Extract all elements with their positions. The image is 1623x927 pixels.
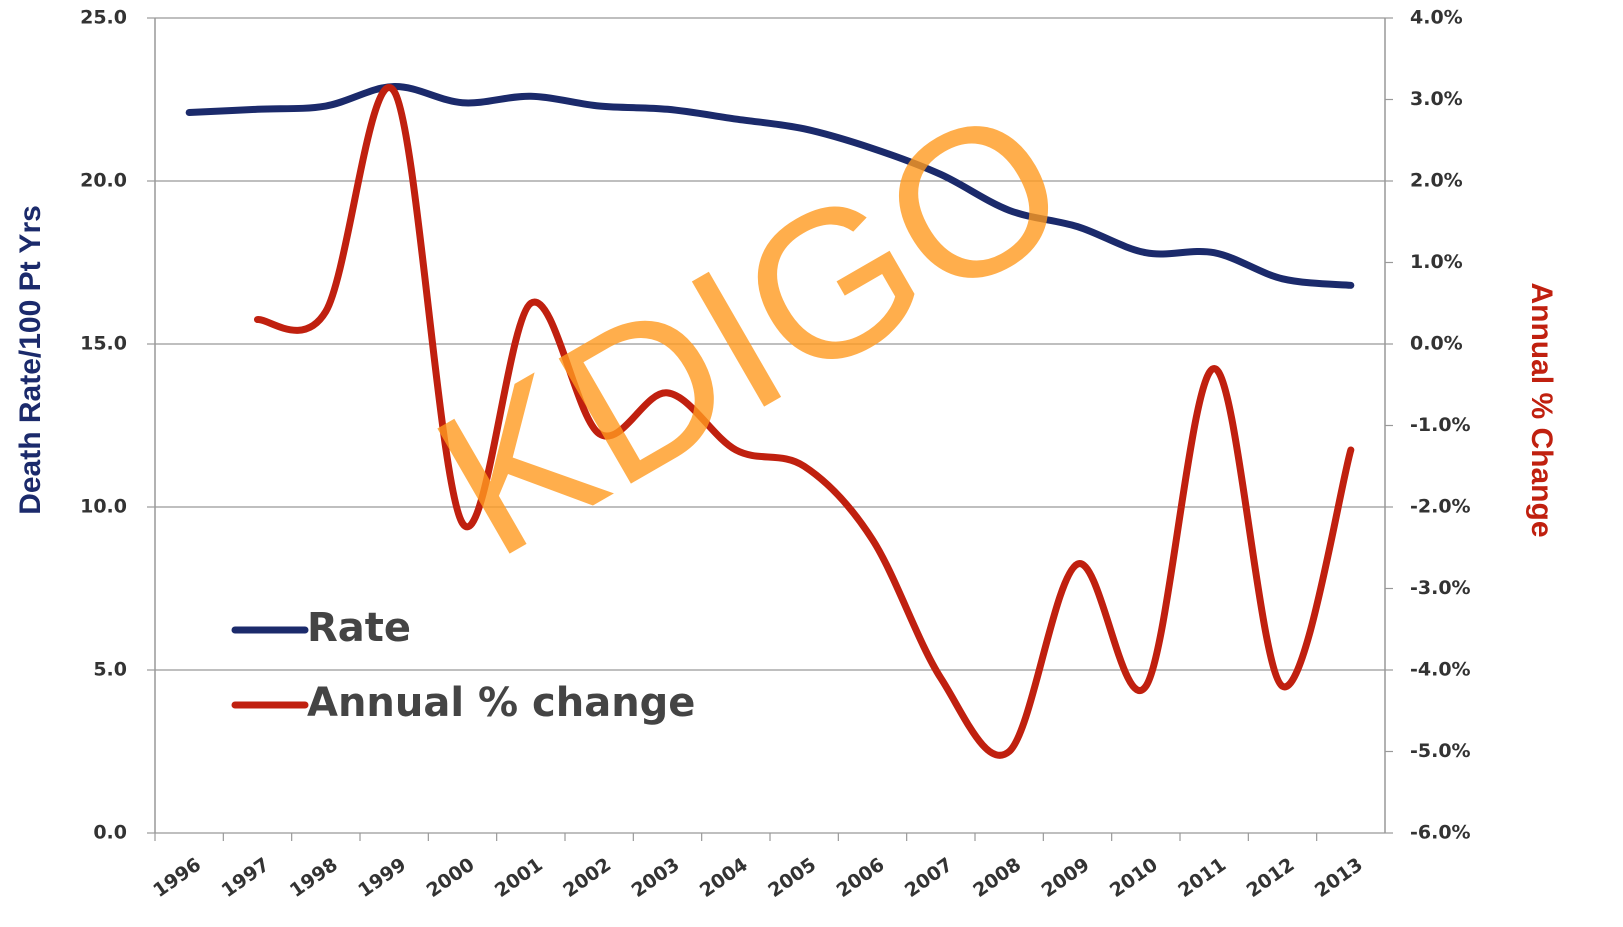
y2-tick-label: -2.0% [1410, 496, 1471, 518]
x-tick-label: 2010 [1106, 854, 1162, 902]
y2-axis-label: Annual % Change [1525, 282, 1558, 537]
legend-label: Annual % change [307, 680, 695, 726]
x-tick-label: 2004 [696, 854, 752, 902]
y-tick-label: 10.0 [80, 496, 127, 518]
y2-tick-label: 3.0% [1410, 88, 1463, 110]
y-tick-label: 15.0 [80, 333, 127, 355]
y-tick-label: 25.0 [80, 7, 127, 29]
y2-tick-label: -4.0% [1410, 659, 1471, 681]
x-tick-label: 1998 [286, 854, 342, 902]
y2-tick-label: -1.0% [1410, 414, 1471, 436]
x-tick-label: 1999 [354, 854, 410, 902]
watermark: KDIGO [400, 59, 1104, 601]
x-tick-label: 2006 [833, 854, 889, 902]
legend-label: Rate [307, 605, 411, 651]
x-tick-label: 2008 [969, 854, 1025, 902]
x-tick-label: 2009 [1038, 854, 1094, 902]
y2-tick-label: -6.0% [1410, 822, 1471, 844]
y-tick-label: 20.0 [80, 170, 127, 192]
x-tick-label: 2003 [628, 854, 684, 902]
y2-tick-label: 4.0% [1410, 7, 1463, 29]
y-tick-label: 0.0 [93, 822, 127, 844]
line [254, 84, 1355, 759]
y2-tick-label: 2.0% [1410, 170, 1463, 192]
x-tick-label: 2011 [1174, 854, 1230, 902]
x-tick-label: 1997 [218, 854, 274, 902]
y2-tick-label: -3.0% [1410, 577, 1471, 599]
x-tick-label: 2002 [559, 854, 615, 902]
y-axis-label: Death Rate/100 Pt Yrs [14, 205, 47, 515]
x-tick-label: 2000 [423, 854, 479, 902]
x-tick-label: 2005 [764, 854, 820, 902]
x-tick-label: 2001 [491, 854, 547, 902]
y-tick-label: 5.0 [93, 659, 127, 681]
y2-tick-label: 1.0% [1410, 251, 1463, 273]
x-tick-label: 1996 [149, 854, 205, 902]
y2-tick-label: 0.0% [1410, 333, 1463, 355]
y2-tick-label: -5.0% [1410, 740, 1471, 762]
x-tick-label: 2007 [901, 854, 957, 902]
x-tick-label: 2013 [1311, 854, 1367, 902]
x-tick-label: 2012 [1243, 854, 1299, 902]
